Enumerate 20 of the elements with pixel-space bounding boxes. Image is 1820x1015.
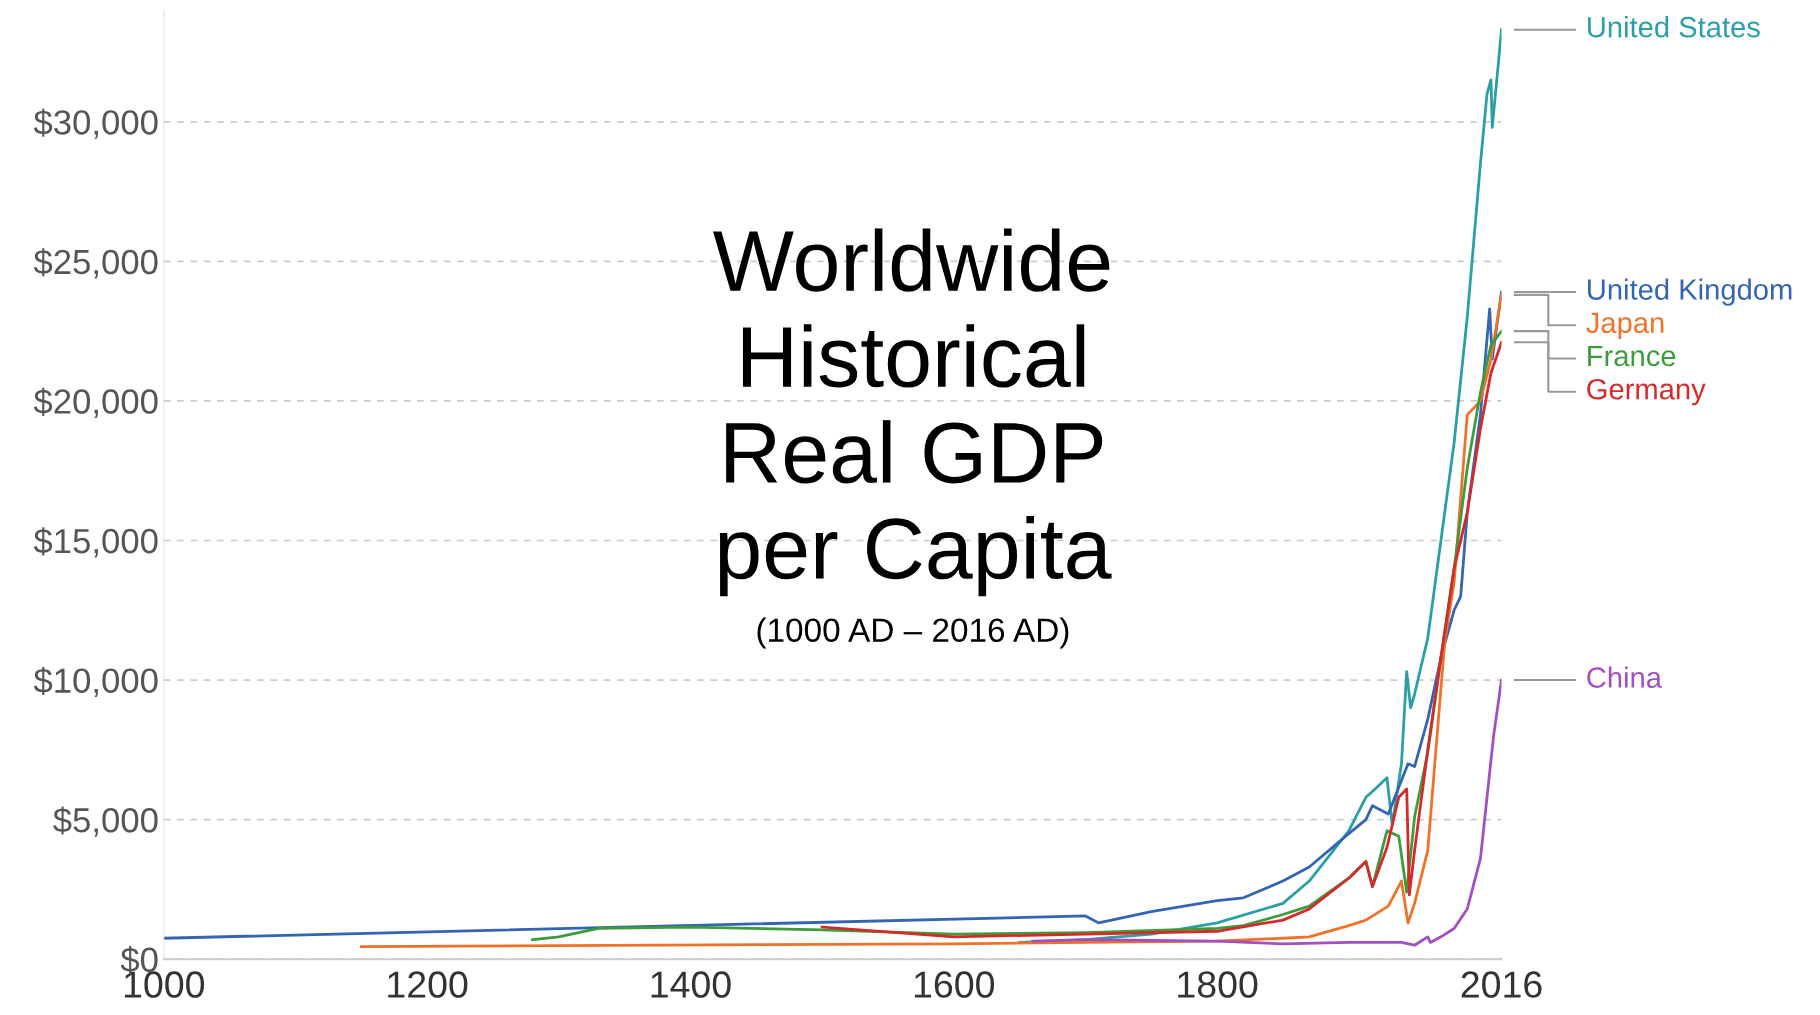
x-tick-label: 1200 [388,971,468,998]
x-tick-label: 1600 [914,971,995,998]
text: Japan [1586,312,1664,339]
y-tick-label: $30,000 [33,108,158,139]
text: France [1588,345,1676,367]
y-tick-label: $15,000 [33,527,158,558]
x-tick-label: 1400 [651,971,731,998]
line-series [1031,678,1502,947]
y-tick-label: $5,000 [53,806,158,837]
text: China [1587,666,1662,688]
text: United States [1588,16,1760,38]
y-tick-label: $25,000 [33,248,158,279]
text: Worldwide Historical Real GDP per Capita [713,228,1112,597]
text: United Kingdom [1588,278,1792,306]
text: Germany [1587,378,1706,406]
text: (1000 AD – 2016 AD) [757,617,1069,649]
x-tick-label: 2016 [1461,971,1542,998]
x-tick-label: 1800 [1178,971,1258,998]
y-tick-label: $10,000 [33,666,158,698]
y-tick-label: $20,000 [33,387,158,418]
